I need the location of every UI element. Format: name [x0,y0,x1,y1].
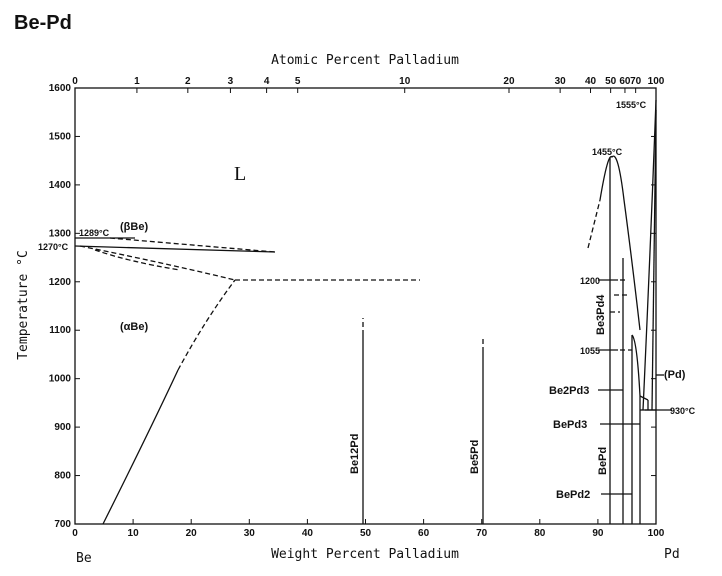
top-tick-label: 40 [585,76,597,87]
top-tick-label: 30 [555,76,567,87]
x-tick-label: 90 [592,528,604,539]
top-axis-title: Atomic Percent Palladium [271,53,459,68]
temp-1055: 1055 [580,346,600,356]
x-tick-label: 40 [302,528,314,539]
temp-930: 930°C [670,406,696,416]
y-tick-label: 1100 [49,325,71,336]
x-tick-label: 80 [534,528,546,539]
top-tick-label: 10 [399,76,411,87]
top-tick-label: 4 [264,76,270,87]
be2pd3-label: Be2Pd3 [549,385,589,397]
be-end-label: Be [76,551,92,566]
be5pd-label: Be5Pd [469,440,481,474]
top-tick-label: 0 [72,76,78,87]
temp-1289: 1289°C [79,228,110,238]
x-tick-label: 0 [72,528,78,539]
beta-be-label: (βBe) [120,221,148,233]
bottom-axis-title: Weight Percent Palladium [271,547,459,562]
temp-1555: 1555°C [616,100,647,110]
be12pd-label: Be12Pd [349,434,361,474]
temp-1270: 1270°C [38,242,69,252]
bepd2-label: BePd2 [556,489,590,501]
y-tick-label: 800 [54,471,71,482]
y-tick-label: 1500 [49,131,72,142]
phase-boundaries [74,99,672,525]
be3pd4-label: Be3Pd4 [595,294,607,335]
alpha-be-label: (αBe) [120,321,148,333]
liquid-label: L [234,163,246,185]
bepd-label: BePd [597,447,609,475]
top-tick-label: 5 [295,76,301,87]
x-tick-label: 70 [476,528,488,539]
y-tick-label: 1400 [49,180,72,191]
top-tick-label: 3 [228,76,234,87]
temp-1455: 1455°C [592,147,623,157]
diagram-title: Be-Pd [14,12,72,34]
top-tick-label: 60 [619,76,631,87]
y-tick-label: 1000 [49,374,72,385]
top-tick-label: 1 [134,76,140,87]
y-tick-label: 1300 [49,228,72,239]
top-tick-label: 2 [185,76,191,87]
pd-end-label: Pd [664,547,680,562]
x-tick-label: 50 [360,528,372,539]
pd-phase-label: (Pd) [664,369,686,381]
plot-frame [74,87,657,525]
x-tick-label: 20 [186,528,198,539]
y-tick-label: 700 [54,519,71,530]
top-tick-label: 70 [630,76,642,87]
x-tick-label: 60 [418,528,430,539]
y-tick-label: 1600 [49,83,72,94]
x-tick-label: 30 [244,528,256,539]
x-tick-label: 100 [648,528,665,539]
top-tick-label: 20 [503,76,515,87]
temp-1200: 1200 [580,276,600,286]
y-tick-label: 900 [54,422,71,433]
top-tick-label: 100 [648,76,665,87]
x-axis-ticks: 0 10 20 30 40 50 60 70 80 90 100 [72,519,665,539]
top-tick-label: 50 [605,76,617,87]
bepd3-label: BePd3 [553,419,587,431]
x-tick-label: 10 [128,528,140,539]
left-axis-title: Temperature °C [16,250,31,360]
y-tick-label: 1200 [49,277,72,288]
top-axis-ticks: 0 1 2 3 4 5 10 20 30 40 50 60 70 100 [72,76,665,93]
